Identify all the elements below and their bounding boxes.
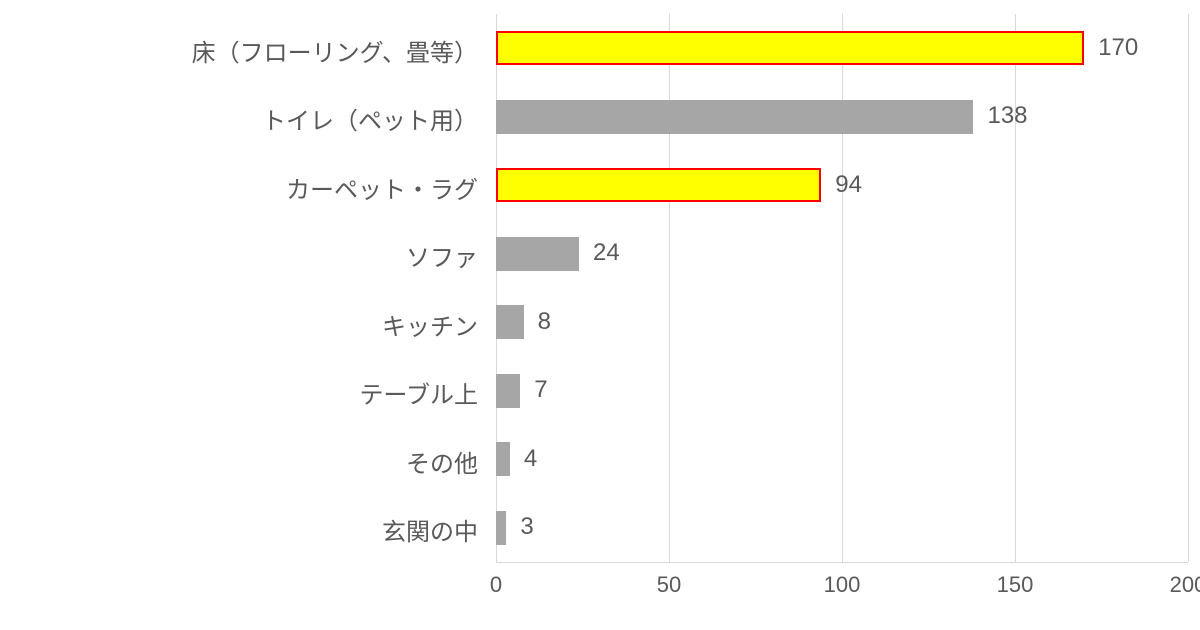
value-label: 7 <box>534 376 547 404</box>
gridline <box>842 14 843 562</box>
value-label: 138 <box>987 102 1027 130</box>
x-tick-label: 200 <box>1170 572 1200 598</box>
category-label: 玄関の中 <box>382 512 478 547</box>
category-label: 床（フローリング、畳等） <box>192 33 478 68</box>
x-axis-line <box>496 562 1188 563</box>
category-label: ソファ <box>406 238 478 273</box>
category-label: トイレ（ペット用） <box>262 101 478 136</box>
value-label: 8 <box>538 308 551 336</box>
bar <box>496 168 821 202</box>
x-tick-label: 150 <box>997 572 1034 598</box>
x-tick-label: 100 <box>824 572 861 598</box>
gridline <box>669 14 670 562</box>
gridline <box>1015 14 1016 562</box>
bar <box>496 442 510 476</box>
plot-area: 050100150200床（フローリング、畳等）170トイレ（ペット用）138カ… <box>496 14 1188 562</box>
bar <box>496 237 579 271</box>
bar <box>496 100 973 134</box>
x-tick-label: 0 <box>490 572 502 598</box>
gridline <box>496 14 497 562</box>
value-label: 94 <box>835 171 862 199</box>
bar-chart: 0 50 100 150 200 床（フローリング、畳等） 170 トイレ（ペット用） 138 カ… <box>0 0 1200 630</box>
value-label: 4 <box>524 445 537 473</box>
bar <box>496 511 506 545</box>
category-label: テーブル上 <box>359 375 478 410</box>
value-label: 24 <box>593 239 620 267</box>
bar <box>496 305 524 339</box>
value-label: 170 <box>1098 34 1138 62</box>
bar <box>496 31 1084 65</box>
category-label: キッチン <box>382 307 478 342</box>
gridline <box>1188 14 1189 562</box>
bar <box>496 374 520 408</box>
category-label: その他 <box>406 444 478 479</box>
value-label: 3 <box>520 513 533 541</box>
x-tick-label: 50 <box>657 572 681 598</box>
category-label: カーペット・ラグ <box>286 170 478 205</box>
